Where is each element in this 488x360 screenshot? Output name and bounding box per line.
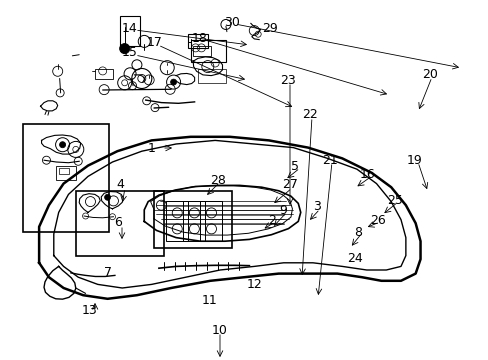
Text: 27: 27 xyxy=(282,179,297,192)
Text: 28: 28 xyxy=(210,174,225,186)
Text: 14: 14 xyxy=(122,22,138,35)
Bar xyxy=(190,40,225,62)
Text: 20: 20 xyxy=(421,68,437,81)
Text: 4: 4 xyxy=(116,179,123,192)
Bar xyxy=(120,16,140,46)
Text: 7: 7 xyxy=(104,266,112,279)
Text: 15: 15 xyxy=(122,46,138,59)
Text: 23: 23 xyxy=(280,73,295,86)
Text: 18: 18 xyxy=(192,31,207,45)
Bar xyxy=(200,201,222,241)
Bar xyxy=(154,191,232,248)
Text: 16: 16 xyxy=(359,168,375,181)
Circle shape xyxy=(170,79,176,85)
Text: 8: 8 xyxy=(353,225,361,238)
Text: 30: 30 xyxy=(224,15,240,28)
Text: 2: 2 xyxy=(267,213,275,226)
Text: 17: 17 xyxy=(147,36,163,49)
Bar xyxy=(76,191,163,256)
Bar xyxy=(95,69,113,79)
Circle shape xyxy=(60,142,65,148)
Text: 13: 13 xyxy=(82,303,98,316)
Bar xyxy=(193,46,211,56)
Text: 25: 25 xyxy=(386,194,402,207)
Text: 3: 3 xyxy=(312,201,320,213)
Bar xyxy=(188,34,208,48)
Text: 12: 12 xyxy=(246,279,263,292)
Text: 9: 9 xyxy=(279,203,286,216)
Text: 1: 1 xyxy=(148,141,156,154)
Bar xyxy=(56,166,76,180)
Text: 21: 21 xyxy=(322,153,337,166)
Circle shape xyxy=(120,44,129,54)
Text: 10: 10 xyxy=(212,324,227,337)
Bar xyxy=(198,69,225,83)
Text: 22: 22 xyxy=(302,108,317,122)
Bar xyxy=(166,201,188,241)
Text: 19: 19 xyxy=(407,153,422,166)
Text: 26: 26 xyxy=(369,213,385,226)
Bar xyxy=(23,124,108,232)
Text: 11: 11 xyxy=(202,293,218,306)
Text: 6: 6 xyxy=(114,216,122,229)
Circle shape xyxy=(104,194,110,200)
Bar xyxy=(183,201,205,241)
Text: 5: 5 xyxy=(290,161,298,174)
Bar xyxy=(59,168,68,174)
Text: 24: 24 xyxy=(346,252,362,265)
Text: 29: 29 xyxy=(262,22,277,35)
